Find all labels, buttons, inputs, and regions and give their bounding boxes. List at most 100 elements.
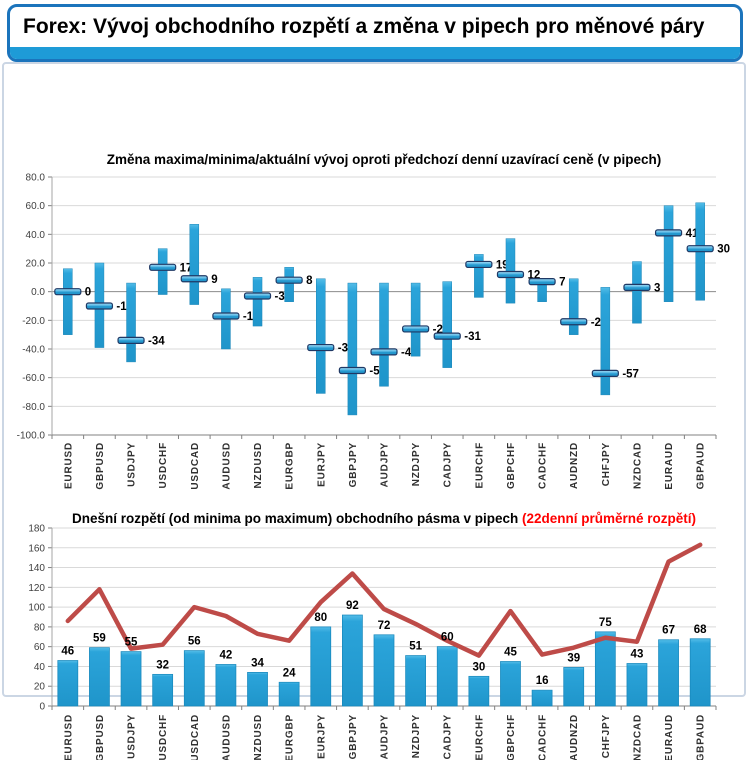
category-label: NZDUSD bbox=[253, 442, 264, 488]
range-bar bbox=[405, 655, 426, 707]
y-axis-label: -100.0 bbox=[17, 431, 46, 442]
y-axis-label: 20.0 bbox=[26, 259, 46, 270]
chart-title-red: (22denní průměrné rozpětí) bbox=[518, 511, 696, 526]
range-bar bbox=[57, 660, 79, 707]
category-label: GBPAUD bbox=[696, 714, 707, 760]
range-value-label: 55 bbox=[125, 637, 138, 649]
current-value-marker bbox=[591, 369, 619, 377]
current-value-marker bbox=[528, 278, 556, 286]
chart-title: Změna maxima/minima/aktuální vývoj oprot… bbox=[107, 152, 661, 167]
y-axis-label: 20 bbox=[34, 682, 46, 693]
y-axis-label: 120 bbox=[28, 583, 45, 594]
current-value-marker bbox=[180, 275, 208, 283]
category-label: AUDNZD bbox=[569, 714, 580, 760]
range-value-label: 34 bbox=[251, 657, 264, 669]
range-value-label: 43 bbox=[631, 648, 644, 660]
range-value-label: 56 bbox=[188, 636, 201, 648]
range-bar bbox=[626, 663, 648, 707]
category-label: EURAUD bbox=[664, 714, 675, 760]
current-value-label: 0 bbox=[85, 287, 91, 299]
category-label: GBPJPY bbox=[348, 714, 359, 759]
range-value-label: 59 bbox=[93, 633, 106, 645]
category-label: USDJPY bbox=[127, 714, 138, 759]
y-axis-label: 140 bbox=[28, 563, 45, 574]
category-label: CADCHF bbox=[538, 714, 549, 760]
range-bar bbox=[468, 675, 490, 707]
category-label: USDCAD bbox=[190, 714, 201, 760]
hilo-range-bar bbox=[410, 282, 421, 357]
current-value-marker bbox=[243, 292, 272, 300]
current-value-marker bbox=[212, 312, 240, 320]
current-value-marker bbox=[686, 245, 714, 253]
hilo-range-bar bbox=[157, 248, 168, 295]
chart-title-black: Dnešní rozpětí (od minima po maximum) ob… bbox=[72, 511, 518, 526]
current-value-label: 7 bbox=[559, 277, 565, 289]
current-value-label: -57 bbox=[622, 368, 639, 380]
range-value-label: 92 bbox=[346, 600, 359, 612]
y-axis-label: 60 bbox=[34, 642, 46, 653]
category-label: NZDCAD bbox=[632, 714, 643, 760]
category-label: NZDUSD bbox=[253, 714, 264, 760]
hilo-range-bar bbox=[600, 287, 611, 396]
range-bar bbox=[120, 651, 142, 707]
category-label: NZDJPY bbox=[411, 714, 422, 758]
y-axis-label: 0.0 bbox=[31, 287, 45, 298]
current-value-marker bbox=[275, 276, 303, 284]
current-value-label: 17 bbox=[180, 262, 193, 274]
hilo-range-bar bbox=[284, 267, 294, 302]
y-axis-label: 40.0 bbox=[26, 230, 46, 241]
category-label: USDCHF bbox=[158, 442, 169, 488]
category-label: NZDJPY bbox=[411, 442, 422, 486]
current-value-label: -3 bbox=[275, 291, 285, 303]
hilo-range-bar bbox=[632, 261, 642, 324]
range-value-label: 32 bbox=[156, 659, 169, 671]
range-bar bbox=[342, 614, 363, 707]
current-value-marker bbox=[338, 366, 366, 375]
range-value-label: 68 bbox=[694, 624, 707, 636]
current-value-label: -31 bbox=[464, 331, 481, 343]
range-bar bbox=[436, 646, 458, 707]
y-axis-label: 100 bbox=[28, 603, 45, 614]
header-accent-strip bbox=[10, 47, 740, 59]
y-axis-label: 60.0 bbox=[26, 201, 46, 212]
category-label: AUDUSD bbox=[221, 442, 232, 490]
category-label: GBPJPY bbox=[348, 442, 359, 487]
hilo-range-bar bbox=[379, 282, 389, 387]
current-value-marker bbox=[149, 263, 177, 271]
range-bar bbox=[215, 664, 237, 707]
current-value-marker bbox=[117, 336, 145, 344]
category-label: USDCAD bbox=[190, 442, 201, 490]
category-label: CADJPY bbox=[443, 714, 454, 759]
range-bar bbox=[531, 689, 553, 707]
current-value-label: 3 bbox=[654, 282, 660, 294]
category-label: EURGBP bbox=[285, 442, 296, 490]
current-value-marker bbox=[654, 229, 683, 237]
y-axis-label: 160 bbox=[28, 543, 45, 554]
current-value-marker bbox=[496, 270, 525, 279]
current-value-marker bbox=[433, 332, 461, 340]
range-value-label: 75 bbox=[599, 617, 612, 629]
y-axis-label: 180 bbox=[28, 524, 45, 535]
range-value-label: 80 bbox=[314, 612, 327, 624]
range-bar-chart: Dnešní rozpětí (od minima po maximum) ob… bbox=[28, 511, 717, 760]
current-value-label: 19 bbox=[496, 259, 509, 271]
category-label: EURCHF bbox=[474, 442, 485, 488]
hilo-range-bar bbox=[316, 278, 326, 394]
range-value-label: 16 bbox=[536, 675, 549, 687]
category-label: NZDCAD bbox=[632, 442, 643, 489]
range-value-label: 67 bbox=[662, 625, 675, 637]
range-value-label: 30 bbox=[472, 661, 485, 673]
range-bar bbox=[183, 650, 205, 707]
range-bar bbox=[689, 638, 711, 707]
header: Forex: Vývoj obchodního rozpětí a změna … bbox=[7, 4, 743, 62]
range-value-label: 60 bbox=[441, 632, 454, 644]
hilo-range-bar bbox=[126, 282, 136, 363]
current-value-marker bbox=[402, 325, 430, 333]
y-axis-label: 80 bbox=[34, 622, 46, 633]
current-value-marker bbox=[465, 260, 493, 269]
hilo-range-bar bbox=[63, 268, 73, 335]
current-value-marker bbox=[623, 283, 651, 291]
charts-panel: Změna maxima/minima/aktuální vývoj oprot… bbox=[2, 62, 746, 760]
hilo-range-bar bbox=[663, 205, 674, 302]
category-label: EURCHF bbox=[474, 714, 485, 760]
